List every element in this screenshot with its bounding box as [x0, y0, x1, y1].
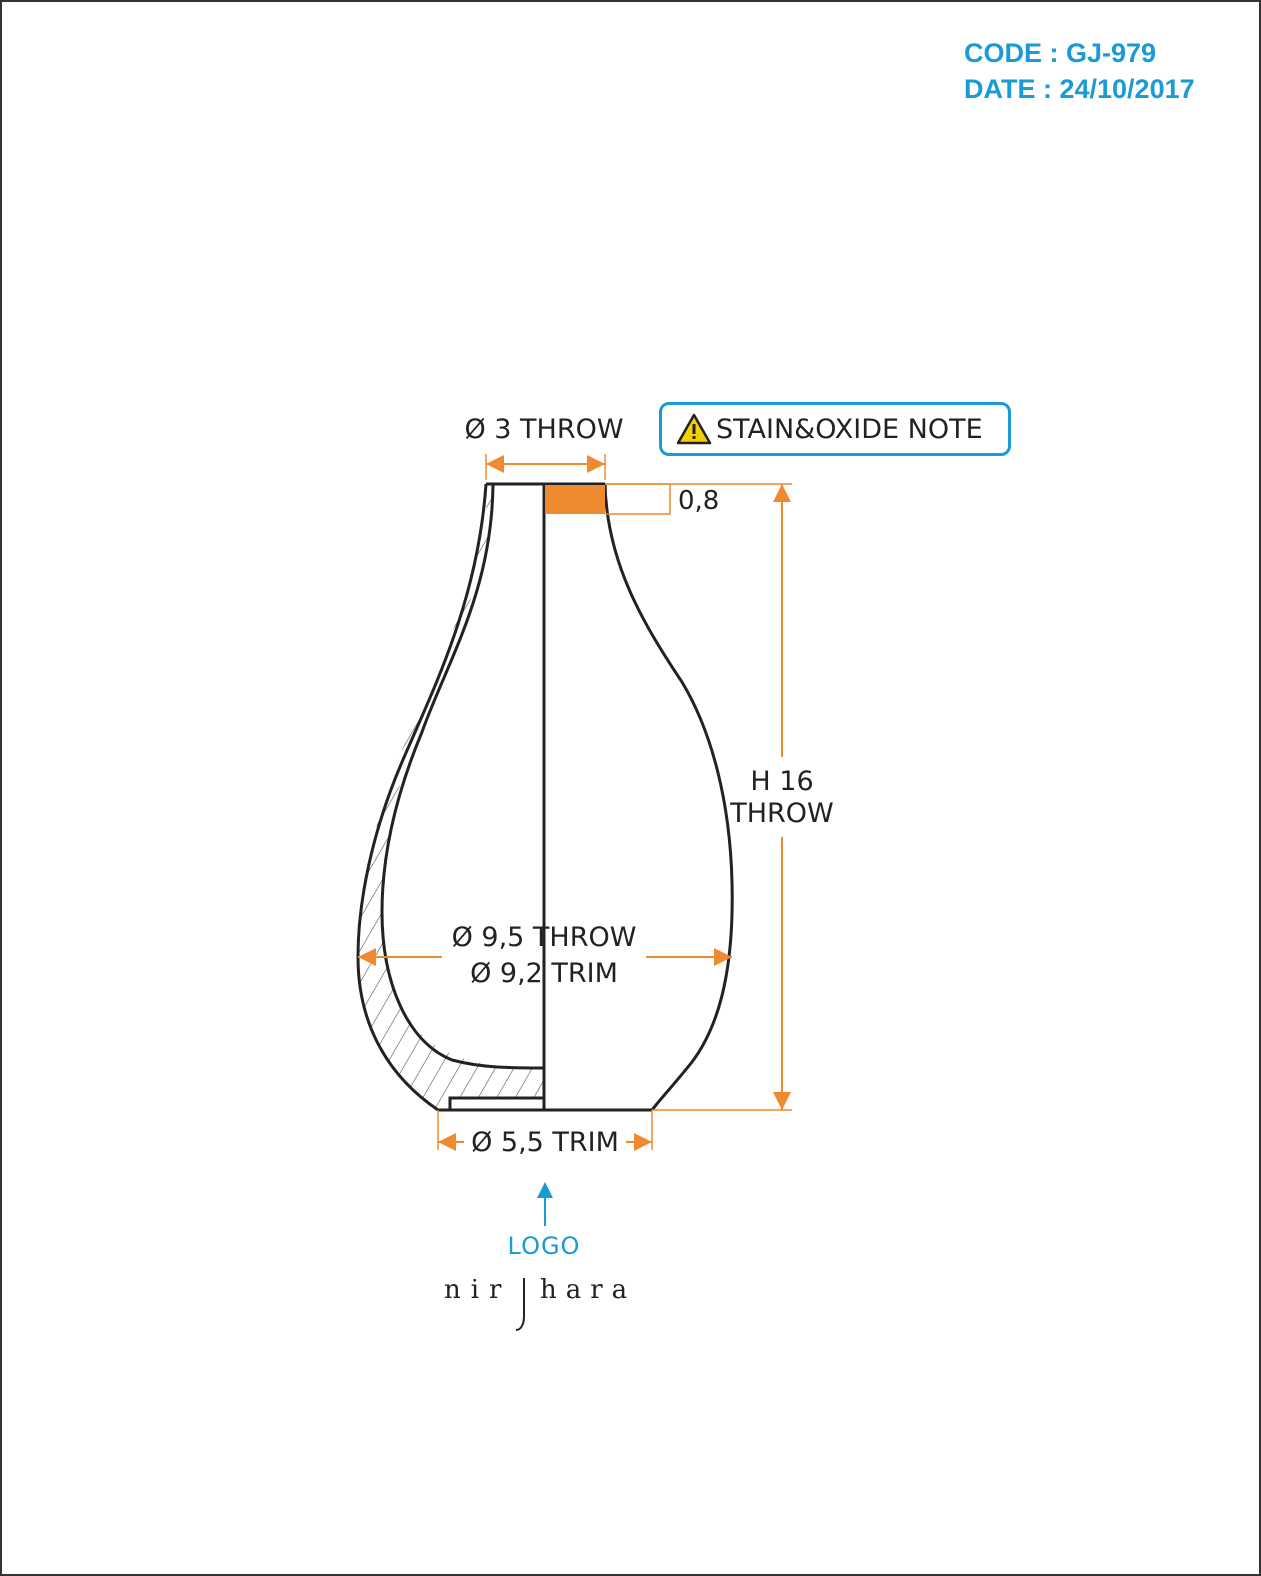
logo-pointer-head [537, 1182, 553, 1198]
base-diameter-label: Ø 5,5 TRIM [471, 1127, 619, 1158]
brand-logo-right: hara [540, 1275, 636, 1305]
rim-thickness-label: 0,8 [678, 486, 720, 516]
rim-thickness-leader [605, 483, 671, 515]
height-label-line1: H 16 [750, 766, 814, 797]
product-code: CODE : GJ-979 [964, 38, 1157, 68]
top-diameter-label: Ø 3 THROW [464, 414, 624, 445]
body-diameter-trim-label: Ø 9,2 TRIM [470, 958, 618, 989]
body-diameter-throw-label: Ø 9,5 THROW [451, 922, 637, 953]
brand-logo: nir hara [444, 1275, 636, 1331]
vase-outer-right [603, 483, 734, 1111]
wall-section-hatch [358, 484, 543, 1110]
stain-oxide-note-badge[interactable]: STAIN&OXIDE NOTE [659, 402, 1011, 456]
note-badge-label: STAIN&OXIDE NOTE [716, 413, 983, 445]
brand-logo-left: nir [444, 1275, 512, 1305]
vase-inner-left [380, 483, 544, 1070]
vase-outer-left [356, 483, 488, 1112]
foot-ring [448, 1096, 543, 1110]
brand-logo-j-stroke [515, 1278, 525, 1331]
warning-triangle-icon [676, 413, 712, 445]
height-label-line2: THROW [730, 798, 834, 829]
logo-pointer-label: LOGO [507, 1232, 581, 1260]
drawing-date: DATE : 24/10/2017 [964, 74, 1195, 104]
rim-thickness-block [545, 485, 605, 514]
